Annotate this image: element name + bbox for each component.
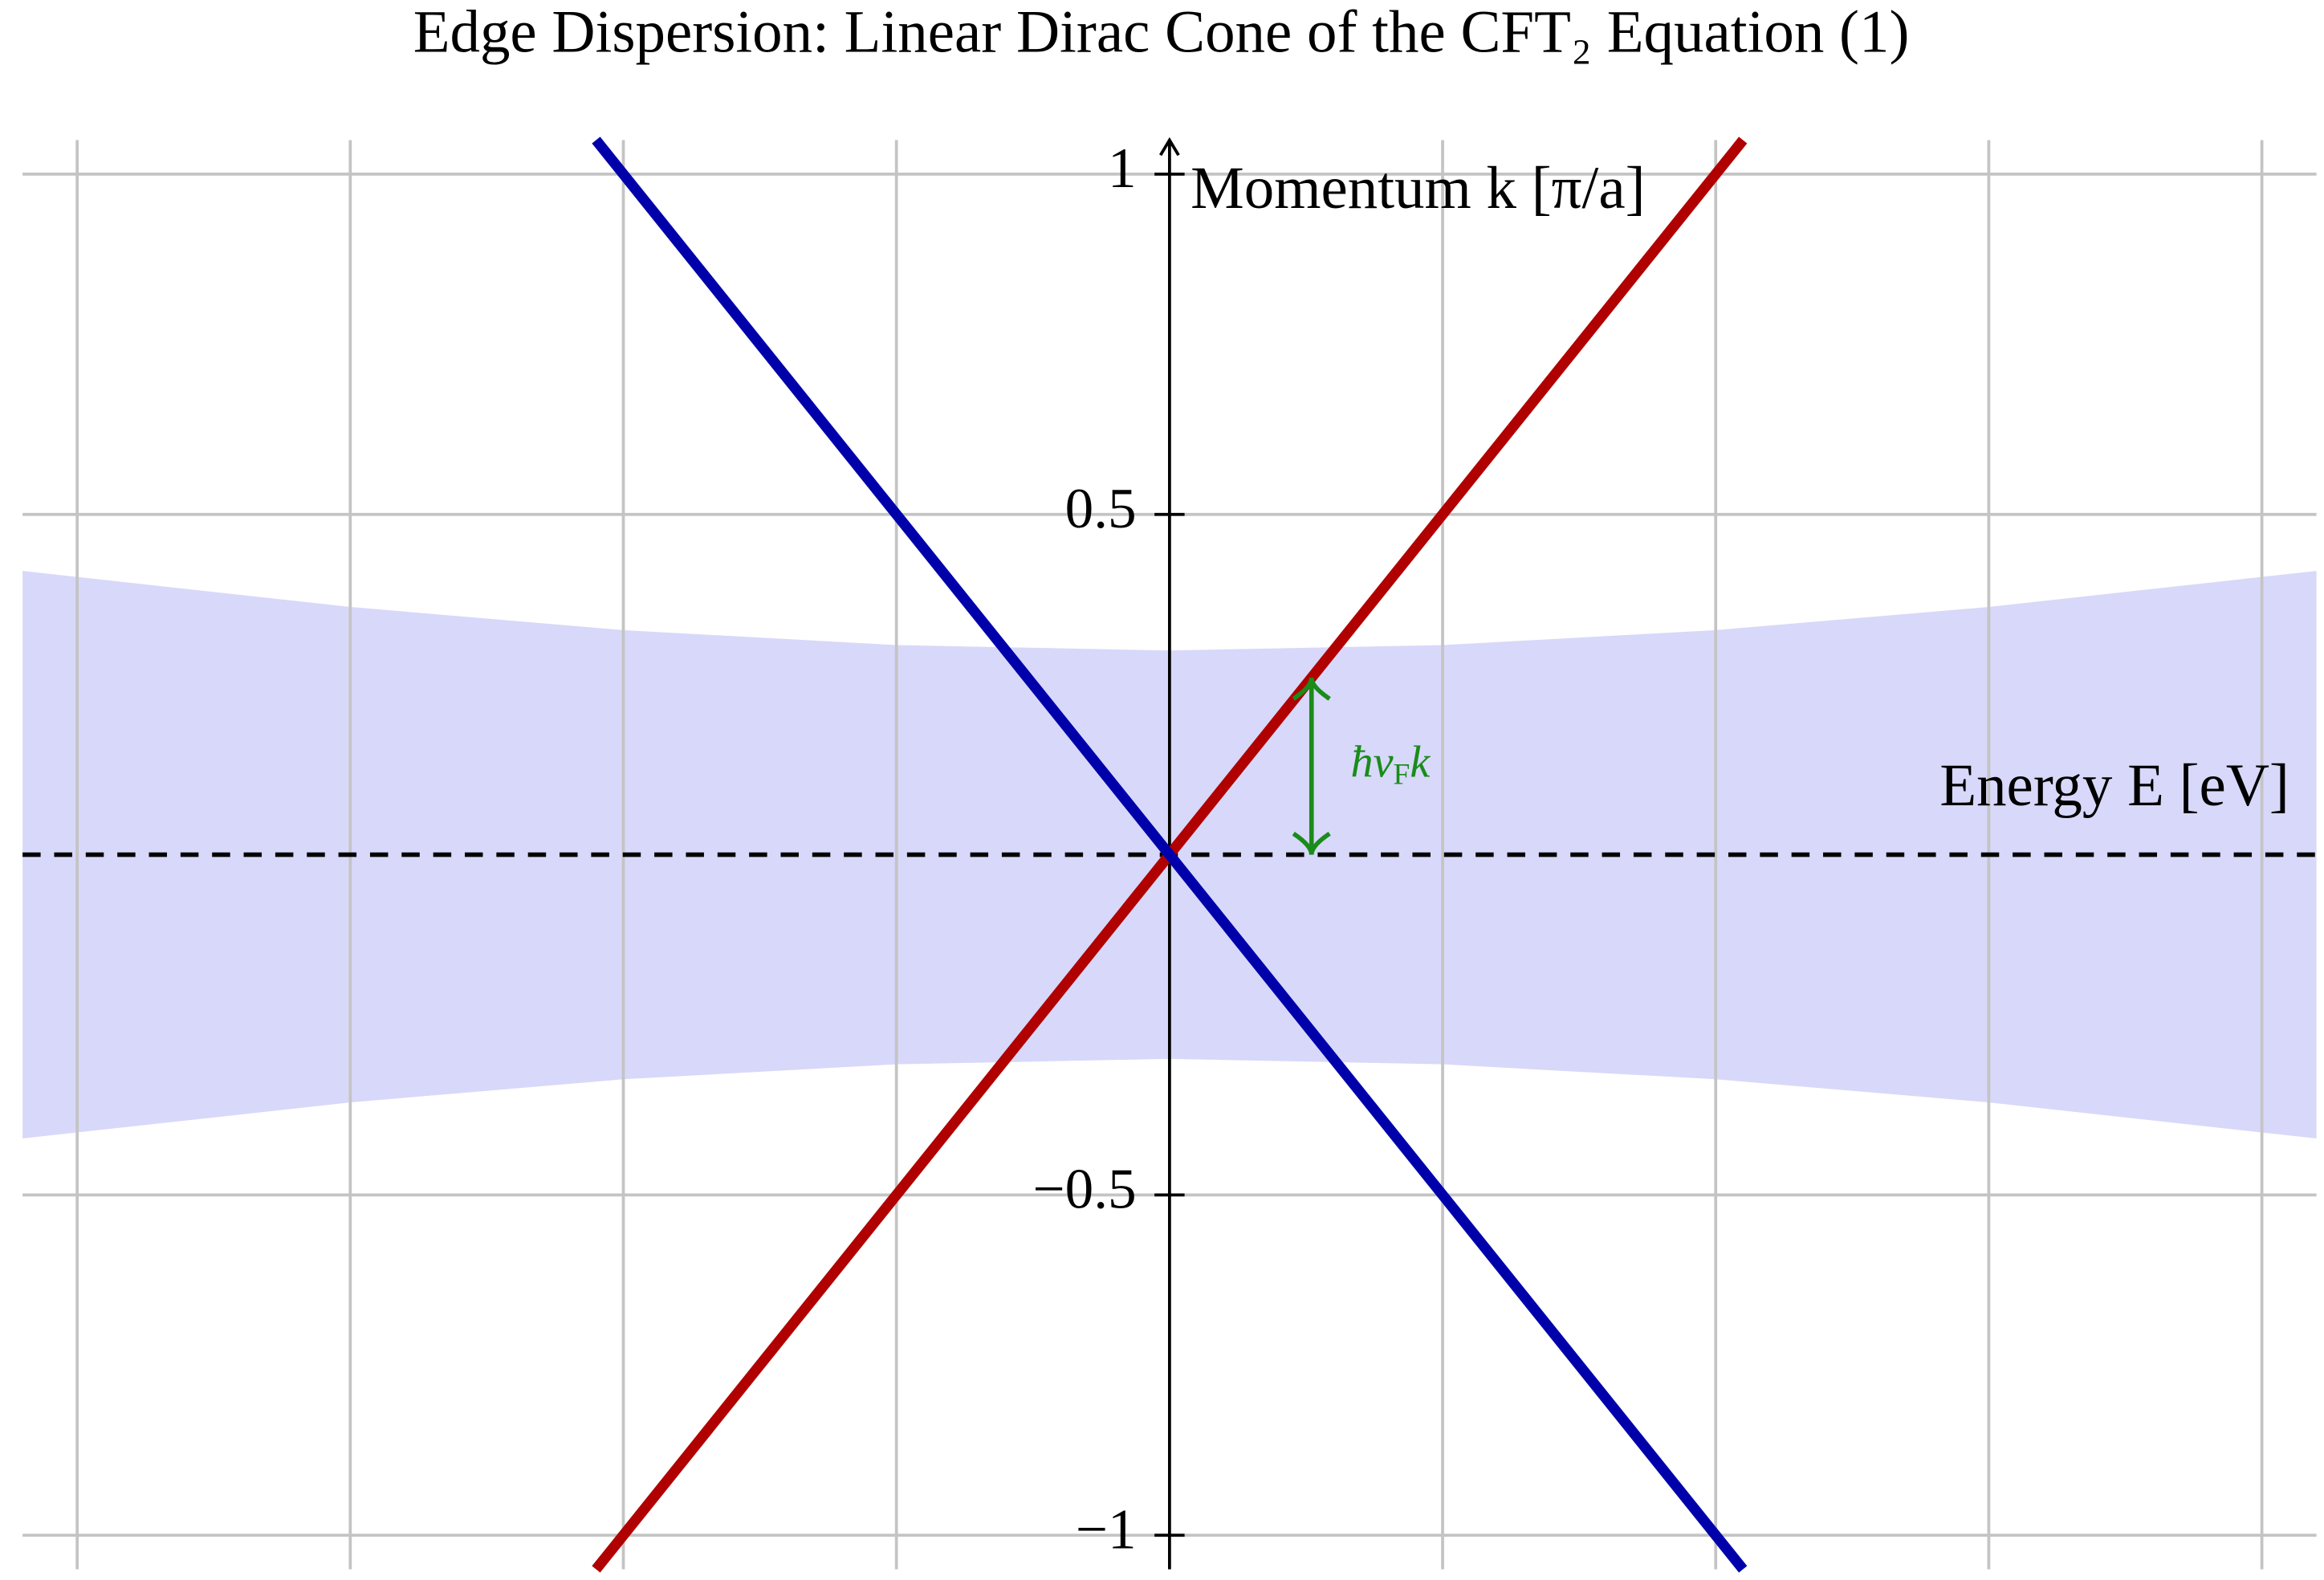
annotation-text: ħv: [1350, 737, 1393, 787]
annotation-subscript: F: [1394, 758, 1410, 791]
y-tick-label: −0.5: [1033, 1159, 1137, 1221]
annotation-label: ħvFk: [1350, 737, 1431, 791]
y-tick-label: 1: [1108, 137, 1137, 200]
y-tick-label: 0.5: [1065, 478, 1137, 540]
y-tick-label: −1: [1076, 1499, 1137, 1562]
arrow-head: [1292, 677, 1331, 701]
y-axis-arrow: [1159, 136, 1180, 157]
x-axis-label: Energy E [eV]: [1939, 752, 2289, 819]
line: [592, 136, 1748, 1573]
y-axis-label: Momentum k [π/a]: [1190, 155, 1645, 222]
chart-title: Edge Dispersion: Linear Dirac Cone of th…: [413, 0, 1910, 65]
annotation-text: k: [1410, 737, 1431, 787]
